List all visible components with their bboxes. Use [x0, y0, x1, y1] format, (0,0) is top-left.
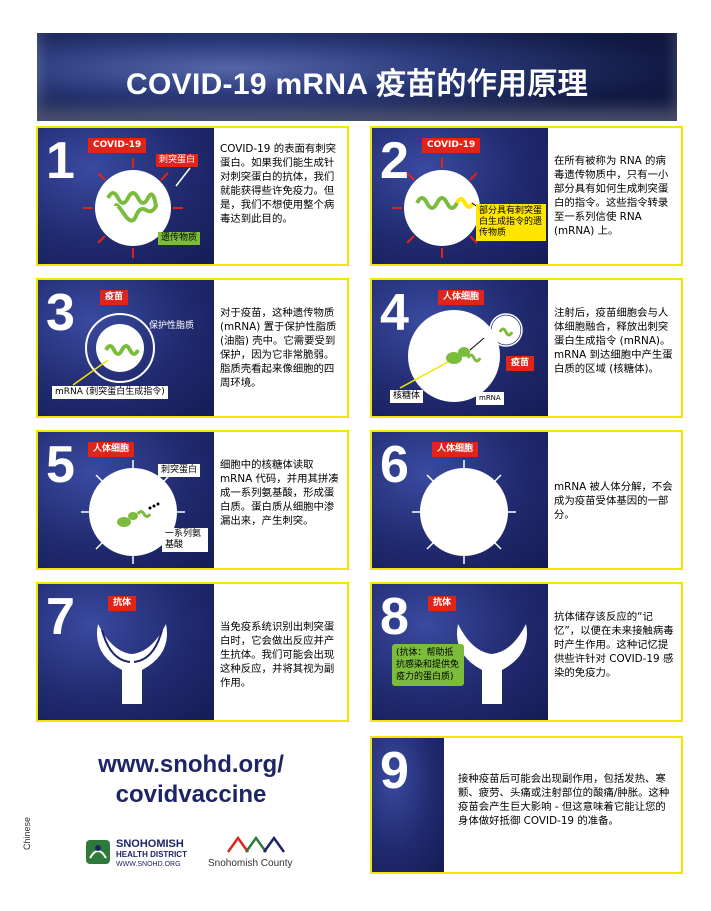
vaccine-url[interactable]: www.snohd.org/ covidvaccine [56, 750, 326, 810]
genetic-material-label: 遗传物质 [158, 232, 201, 245]
step-text: 注射后，疫苗细胞会与人体细胞融合，释放出刺突蛋白生成指令 (mRNA)。mRNA… [554, 307, 673, 375]
language-label: Chinese [22, 816, 32, 850]
spike-protein-label: 刺突蛋白 [158, 464, 201, 477]
step-text: 对于疫苗，这种遗传物质 (mRNA) 置于保护性脂质 (油脂) 壳中。它需要受到… [220, 307, 337, 389]
step-text: mRNA 被人体分解，不会成为疫苗受体基因的一部分。 [554, 481, 673, 521]
antibody-icon [97, 624, 167, 704]
virus-illustration [392, 158, 483, 258]
antibody-definition-label: (抗体：帮助抵抗感染和提供免疫力的蛋白质) [392, 644, 464, 686]
step-text: COVID-19 的表面有刺突蛋白。如果我们能生成针对刺突蛋白的抗体，我们就能获… [220, 143, 337, 225]
snohomish-county-logo: Snohomish County [208, 832, 300, 874]
snohomish-health-district-logo: SNOHOMISH HEALTH DISTRICT WWW.SNOHD.ORG [84, 834, 204, 874]
ribosome-label: 核糖体 [390, 390, 424, 403]
step-card-9: 9 接种疫苗后可能会出现副作用，包括发热、寒颤、疲劳、头痛或注射部位的酸痛/肿胀… [370, 736, 683, 874]
spike-protein-label: 刺突蛋白 [156, 154, 199, 167]
step-text: 当免疫系统识别出刺突蛋白时，它会做出反应并产生抗体。我们可能会出现这种反应，并将… [220, 621, 335, 689]
step-card-3: 3 疫苗 保护性脂质 mRNA (刺突蛋白生成指令) 对于疫苗，这种遗传物质 (… [36, 278, 349, 418]
step-text: 在所有被称为 RNA 的病毒遗传物质中，只有一小部分具有如何生成刺突蛋白的指令。… [554, 155, 669, 237]
step-number: 1 [46, 132, 75, 190]
step-card-4: 4 人体细胞 疫苗 核糖体 mRNA 注射后，疫苗细胞会与人体细胞融合，释放出刺… [370, 278, 683, 418]
step-tag: COVID-19 [88, 138, 147, 153]
step-card-6: 6 人体细胞 mRNA 被人体分解，不会成为疫苗受体基因的一部分。 [370, 430, 683, 570]
step-card-5: 5 人体细胞 刺突蛋白 一系列氨基酸 细胞中的核糖体读取 mRNA 代码，并用其… [36, 430, 349, 570]
step-text: 细胞中的核糖体读取 mRNA 代码，并用其拼凑成一系列氨基酸，形成蛋白质。蛋白质… [220, 459, 339, 527]
step-card-1: 1 COVID-19 刺突蛋白 遗传物质 COVID-19 的表面有刺突蛋白。如… [36, 126, 349, 266]
step-card-7: 7 抗体 当免疫系统识别出刺突蛋白时，它会做出反应并产生抗体。我们可能会出现这种… [36, 582, 349, 722]
step-number: 9 [380, 742, 409, 800]
step-tag: 人体细胞 [438, 290, 485, 305]
title-banner: COVID-19 mRNA 疫苗的作用原理 [37, 33, 677, 121]
step-number: 4 [380, 284, 409, 342]
logo-line-3: WWW.SNOHD.ORG [116, 861, 181, 868]
step-tag: 人体细胞 [88, 442, 135, 457]
vaccine-label: 疫苗 [506, 356, 535, 371]
step-tag: 抗体 [108, 596, 137, 611]
step-number: 5 [46, 436, 75, 494]
step-card-2: 2 COVID-19 部分具有刺突蛋白生成指令的遗传物质 在所有被称为 RNA … [370, 126, 683, 266]
step-tag: 疫苗 [100, 290, 129, 305]
county-name: Snohomish County [208, 858, 293, 869]
step-tag: 人体细胞 [432, 442, 479, 457]
cell-spike-illustration [81, 460, 185, 564]
logo-line-1: SNOHOMISH [116, 838, 184, 850]
step-number: 8 [380, 588, 409, 646]
url-line-1[interactable]: www.snohd.org/ [98, 751, 284, 778]
cell-illustration [412, 460, 516, 564]
cell-illustration [399, 310, 523, 402]
step-number: 2 [380, 132, 409, 190]
mrna-label: mRNA (刺突蛋白生成指令) [52, 386, 168, 399]
step-tag: COVID-19 [422, 138, 481, 153]
mrna-label: mRNA [476, 392, 504, 405]
lipid-illustration [72, 313, 155, 386]
url-line-2[interactable]: covidvaccine [115, 781, 267, 808]
lipid-label: 保护性脂质 [149, 321, 195, 331]
step-number: 3 [46, 284, 75, 342]
partial-material-label: 部分具有刺突蛋白生成指令的遗传物质 [476, 204, 546, 241]
step-text: 接种疫苗后可能会出现副作用，包括发热、寒颤、疲劳、头痛或注射部位的酸痛/肿胀。这… [458, 773, 670, 827]
step-number: 7 [46, 588, 75, 646]
amino-acid-label: 一系列氨基酸 [162, 528, 208, 552]
page-title: COVID-19 mRNA 疫苗的作用原理 [126, 68, 588, 101]
step-card-8: 8 抗体 (抗体：帮助抵抗感染和提供免疫力的蛋白质) 抗体储存该反应的“记忆”，… [370, 582, 683, 722]
step-number: 6 [380, 436, 409, 494]
logo-line-2: HEALTH DISTRICT [116, 850, 187, 859]
antibody-icon [457, 624, 527, 704]
step-tag: 抗体 [428, 596, 457, 611]
step-text: 抗体储存该反应的“记忆”，以便在未来接触病毒时产生作用。这种记忆提供些许针对 C… [554, 611, 674, 679]
county-mountains-icon [226, 835, 286, 853]
health-district-emblem-icon [86, 840, 110, 864]
